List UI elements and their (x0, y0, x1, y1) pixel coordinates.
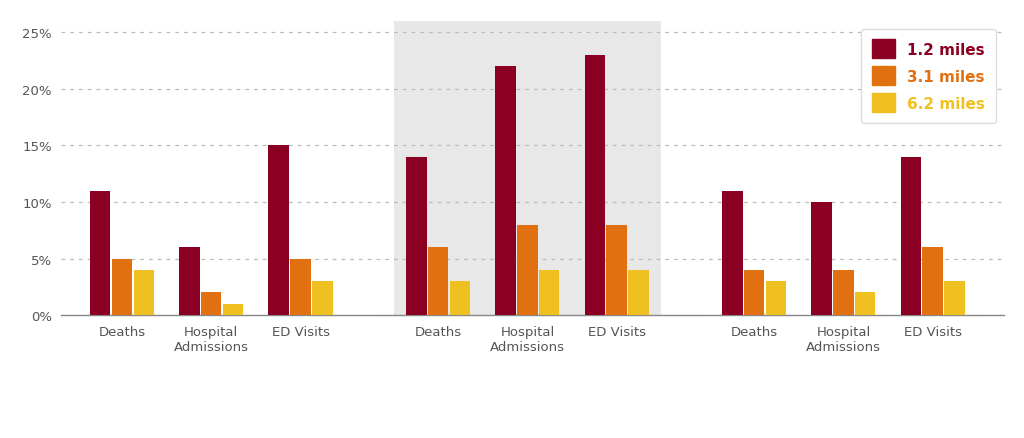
Bar (179, 247, 200, 315)
Bar (834, 270, 854, 315)
Bar (629, 270, 648, 315)
Bar (811, 202, 831, 315)
Bar (312, 282, 333, 315)
Bar (393, 22, 662, 315)
Bar (428, 247, 449, 315)
Bar (900, 157, 921, 315)
Bar (90, 191, 111, 315)
Bar (517, 225, 538, 315)
Bar (722, 191, 742, 315)
Bar (766, 282, 786, 315)
Bar (923, 247, 943, 315)
Bar (134, 270, 155, 315)
Legend: 1.2 miles, 3.1 miles, 6.2 miles: 1.2 miles, 3.1 miles, 6.2 miles (861, 29, 996, 124)
Bar (112, 259, 132, 315)
Bar (585, 56, 605, 315)
Bar (606, 225, 627, 315)
Bar (202, 293, 221, 315)
Bar (450, 282, 470, 315)
Bar (223, 304, 244, 315)
Bar (744, 270, 765, 315)
Bar (407, 157, 427, 315)
Bar (540, 270, 559, 315)
Bar (944, 282, 965, 315)
Bar (291, 259, 310, 315)
Bar (268, 146, 289, 315)
Bar (496, 67, 516, 315)
Bar (855, 293, 876, 315)
